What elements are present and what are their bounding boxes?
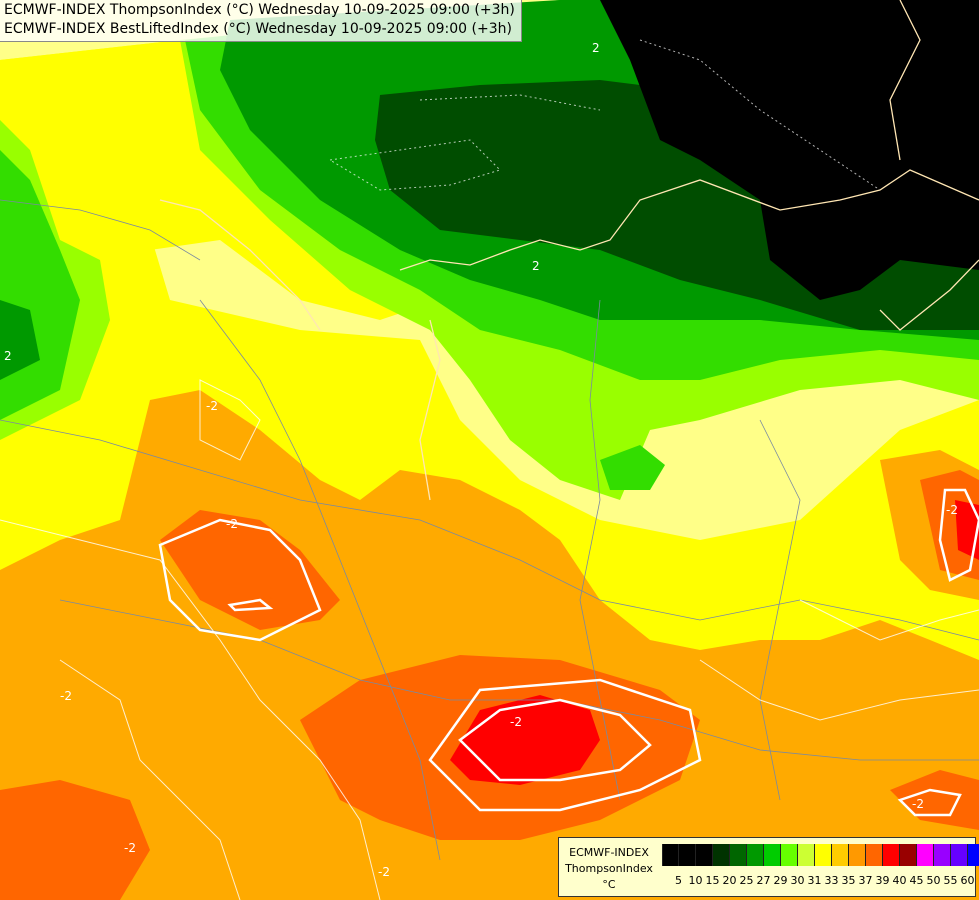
contour-label: -2 bbox=[946, 503, 958, 517]
legend-tick: 5 bbox=[675, 874, 682, 887]
legend-tick: 10 bbox=[688, 874, 703, 887]
legend-tick: 29 bbox=[773, 874, 788, 887]
legend-swatch bbox=[832, 844, 849, 866]
legend-swatch bbox=[764, 844, 781, 866]
contour-label: -2 bbox=[226, 517, 238, 531]
dark-orange-southwest bbox=[0, 780, 150, 900]
legend-swatch bbox=[662, 844, 679, 866]
legend-swatch bbox=[968, 844, 979, 866]
map-title-box: ECMWF-INDEX ThompsonIndex (°C) Wednesday… bbox=[0, 0, 522, 42]
legend-tick: 37 bbox=[858, 874, 873, 887]
color-legend: ECMWF-INDEX ThompsonIndex °C 5 10 15 20 25 27… bbox=[558, 837, 979, 897]
legend-swatch bbox=[696, 844, 713, 866]
contour-label: 2 bbox=[592, 41, 600, 55]
dark-orange-center bbox=[160, 510, 340, 630]
legend-swatch bbox=[934, 844, 951, 866]
legend-tick: 31 bbox=[807, 874, 822, 887]
lifted-index-contours bbox=[158, 488, 979, 817]
legend-tick: 40 bbox=[892, 874, 907, 887]
map-title-thompson: ECMWF-INDEX ThompsonIndex (°C) Wednesday… bbox=[4, 2, 515, 18]
map-title-lifted: ECMWF-INDEX BestLiftedIndex (°C) Wednesd… bbox=[4, 21, 512, 37]
legend-swatch bbox=[781, 844, 798, 866]
legend-unit: °C bbox=[602, 878, 616, 891]
legend-tick: 55 bbox=[943, 874, 958, 887]
red-zone-east bbox=[955, 500, 979, 560]
legend-tick: 27 bbox=[756, 874, 771, 887]
legend-swatches bbox=[662, 844, 979, 866]
legend-tick: 30 bbox=[790, 874, 805, 887]
legend-swatch bbox=[883, 844, 900, 866]
contour-label: -2 bbox=[912, 797, 924, 811]
dark-orange-southeast bbox=[890, 770, 979, 830]
legend-subtitle: ThompsonIndex bbox=[565, 862, 653, 875]
contour-label: 2 bbox=[532, 259, 540, 273]
legend-tick: 60 bbox=[960, 874, 975, 887]
red-zone-south bbox=[450, 695, 600, 785]
legend-tick: 50 bbox=[926, 874, 941, 887]
legend-swatch bbox=[747, 844, 764, 866]
thin-contours bbox=[0, 379, 979, 900]
legend-swatch bbox=[713, 844, 730, 866]
contour-labels: -2 -2 -2 -2 -2 -2 2 2 2 -2 -2 bbox=[4, 41, 958, 879]
black-zone bbox=[600, 0, 979, 300]
country-borders bbox=[159, 0, 979, 501]
region-borders bbox=[0, 199, 979, 861]
legend-swatch bbox=[900, 844, 917, 866]
contour-label: -2 bbox=[206, 399, 218, 413]
contour-label: -2 bbox=[124, 841, 136, 855]
legend-tick: 25 bbox=[739, 874, 754, 887]
legend-swatch bbox=[917, 844, 934, 866]
legend-swatch bbox=[679, 844, 696, 866]
dotted-contours bbox=[328, 39, 881, 191]
green-west bbox=[0, 300, 40, 380]
legend-tick: 39 bbox=[875, 874, 890, 887]
legend-swatch bbox=[866, 844, 883, 866]
contour-label: 2 bbox=[4, 349, 12, 363]
legend-swatch bbox=[815, 844, 832, 866]
legend-tick: 20 bbox=[722, 874, 737, 887]
contour-label: -2 bbox=[510, 715, 522, 729]
legend-swatch bbox=[849, 844, 866, 866]
legend-swatch bbox=[730, 844, 747, 866]
legend-tick: 35 bbox=[841, 874, 856, 887]
contour-label: -2 bbox=[378, 865, 390, 879]
legend-ticks: 5 10 15 20 25 27 29 30 31 33 35 37 39 40 45 50 55 60 bbox=[662, 874, 976, 887]
legend-swatch bbox=[951, 844, 968, 866]
legend-tick: 45 bbox=[909, 874, 924, 887]
contour-label: -2 bbox=[60, 689, 72, 703]
legend-tick: 33 bbox=[824, 874, 839, 887]
legend-title: ECMWF-INDEX bbox=[569, 846, 649, 859]
legend-tick: 15 bbox=[705, 874, 720, 887]
bright-green-spot bbox=[600, 445, 665, 490]
legend-swatch bbox=[798, 844, 815, 866]
